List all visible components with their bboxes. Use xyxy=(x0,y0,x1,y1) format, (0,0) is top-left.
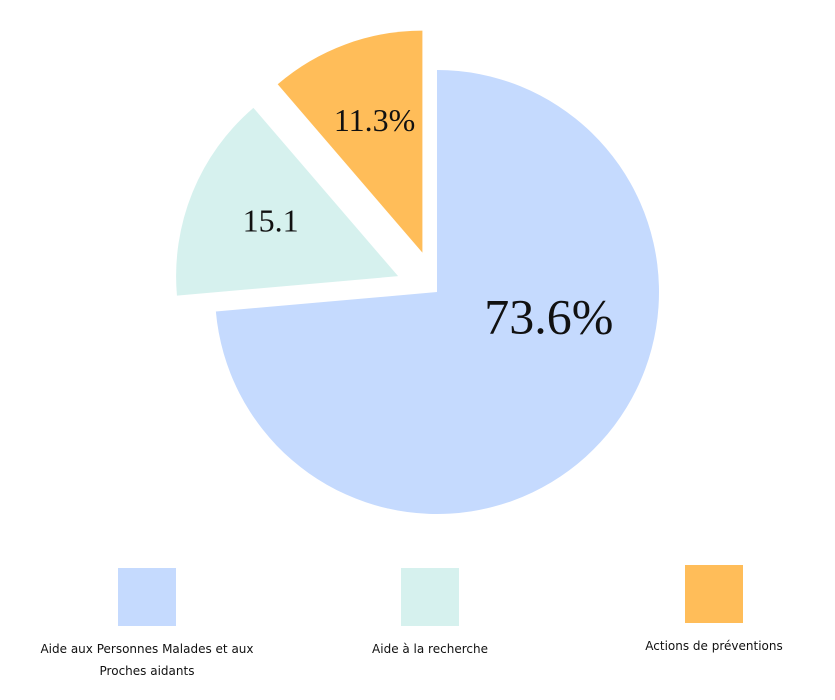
legend-label: Aide aux Personnes Malades et aux Proche… xyxy=(40,642,254,678)
pie-slice xyxy=(215,70,659,514)
slice-label: 11.3% xyxy=(334,102,415,138)
legend-label: Aide à la recherche xyxy=(372,642,488,656)
pie-chart: 73.6% 15.1 11.3% xyxy=(176,30,659,514)
legend-item: Aide aux Personnes Malades et aux Proche… xyxy=(17,568,277,682)
slice-label: 15.1 xyxy=(243,203,299,239)
slice-label: 73.6% xyxy=(484,288,613,344)
legend-item: Actions de préventions xyxy=(584,565,835,657)
pie-slice xyxy=(277,30,423,253)
legend-label: Actions de préventions xyxy=(645,639,783,653)
legend-swatch xyxy=(401,568,459,626)
pie-slice xyxy=(176,107,399,296)
legend-item: Aide à la recherche xyxy=(300,568,560,660)
legend-swatch xyxy=(118,568,176,626)
legend-swatch xyxy=(685,565,743,623)
